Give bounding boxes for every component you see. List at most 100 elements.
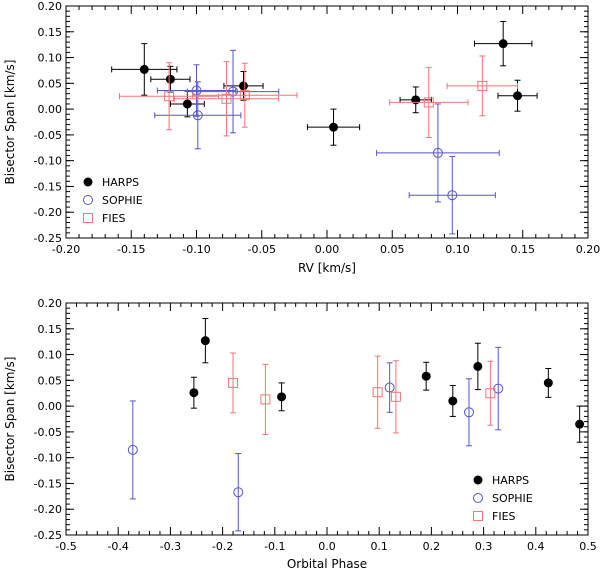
data-point-harps (513, 91, 523, 101)
x-tick-label: 0.00 (315, 243, 340, 256)
legend-label-fies: FIES (492, 510, 516, 523)
data-point-sophie (432, 147, 443, 158)
y-tick-label: -0.10 (34, 452, 62, 465)
y-tick-label: 0.20 (38, 297, 63, 310)
y-tick-label: -0.20 (34, 503, 62, 516)
data-point-fies (485, 388, 496, 399)
x-tick-label: 0.2 (423, 540, 441, 553)
legend: HARPS SOPHIE FIES (473, 474, 533, 523)
data-point-harps (189, 388, 199, 398)
x-tick-label: -0.20 (52, 243, 80, 256)
x-tick-label: 0.05 (380, 243, 405, 256)
plot-frame (65, 5, 589, 239)
x-axis-label: Orbital Phase (287, 557, 367, 571)
series-sophie (127, 346, 504, 532)
data-point-sophie (384, 382, 395, 393)
y-tick-label: -0.20 (34, 206, 62, 219)
y-tick-label: -0.15 (34, 180, 62, 193)
data-point-fies (390, 391, 401, 402)
legend-label-harps: HARPS (492, 474, 529, 487)
data-point-harps (182, 99, 192, 109)
panel-2: -0.5 -0.4 -0.3 -0.2 -0.1 0.0 0.1 0.2 0.3 0.4 0.5 0.… (3, 297, 597, 571)
series-fies (119, 55, 519, 138)
data-point-fies (477, 80, 488, 91)
data-point-harps (277, 392, 287, 402)
legend-marker-fies (83, 213, 93, 223)
y-tick-label: 0.00 (38, 103, 63, 116)
series-harps (111, 20, 538, 146)
data-point-sophie (127, 444, 138, 455)
x-tick-label: -0.05 (248, 243, 276, 256)
legend-label-sophie: SOPHIE (492, 492, 533, 505)
y-tick-label: 0.15 (38, 323, 63, 336)
legend-label-harps: HARPS (102, 176, 139, 189)
x-tick-label: 0.5 (579, 540, 597, 553)
data-point-harps (421, 371, 431, 381)
y-tick-label: 0.05 (38, 374, 63, 387)
data-point-fies (372, 387, 383, 398)
legend-marker-harps (473, 475, 483, 485)
data-point-sophie (192, 110, 203, 121)
legend: HARPS SOPHIE FIES (83, 176, 143, 225)
data-point-sophie (228, 86, 239, 97)
data-point-harps (473, 361, 483, 371)
data-point-fies (164, 91, 175, 102)
y-axis-label: Bisector Span [km/s] (3, 357, 17, 482)
data-point-harps (139, 64, 149, 74)
x-tick-label: 0.1 (370, 540, 388, 553)
series-fies (228, 352, 496, 435)
legend-marker-harps (83, 177, 93, 187)
data-point-sophie (233, 487, 244, 498)
x-axis-label: RV [km/s] (298, 261, 356, 275)
x-tick-label: -0.3 (160, 540, 181, 553)
y-tick-label: -0.05 (34, 129, 62, 142)
x-tick-label: 0.0 (318, 540, 336, 553)
data-point-harps (543, 378, 553, 388)
data-point-harps (411, 95, 421, 105)
legend-label-sophie: SOPHIE (102, 194, 143, 207)
y-tick-label: 0.05 (38, 77, 63, 90)
series-sophie (154, 49, 500, 235)
legend-marker-sophie (473, 493, 483, 503)
data-point-harps (238, 81, 248, 91)
x-tick-label: 0.3 (475, 540, 493, 553)
series-harps (189, 317, 585, 443)
data-point-harps (329, 122, 339, 132)
x-tick-label: 0.15 (511, 243, 536, 256)
data-point-harps (165, 74, 175, 84)
y-tick-label: 0.20 (38, 0, 63, 13)
y-tick-label: 0.00 (38, 400, 63, 413)
data-point-sophie (463, 407, 474, 418)
y-tick-label: 0.10 (38, 52, 63, 65)
data-point-fies (228, 377, 239, 388)
x-tick-label: 0.20 (576, 243, 600, 256)
data-point-fies (221, 93, 232, 104)
x-tick-label: 0.4 (527, 540, 545, 553)
legend-label-fies: FIES (102, 212, 126, 225)
x-tick-label: -0.15 (117, 243, 145, 256)
y-tick-label: 0.10 (38, 349, 63, 362)
data-point-sophie (447, 190, 458, 201)
legend-marker-fies (473, 511, 483, 521)
data-point-fies (423, 97, 434, 108)
data-point-harps (498, 39, 508, 49)
x-tick-label: -0.4 (107, 540, 128, 553)
data-point-harps (575, 419, 585, 429)
x-tick-label: -0.2 (212, 540, 233, 553)
y-tick-label: 0.15 (38, 26, 63, 39)
x-tick-label: -0.5 (55, 540, 76, 553)
y-tick-label: -0.10 (34, 155, 62, 168)
y-tick-label: -0.05 (34, 426, 62, 439)
data-point-harps (448, 396, 458, 406)
data-point-fies (260, 394, 271, 405)
y-tick-label: -0.25 (34, 529, 62, 542)
y-tick-label: -0.15 (34, 477, 62, 490)
legend-marker-sophie (83, 195, 93, 205)
data-point-harps (200, 336, 210, 346)
x-tick-label: -0.1 (264, 540, 285, 553)
x-tick-label: -0.10 (182, 243, 210, 256)
y-axis-label: Bisector Span [km/s] (3, 60, 17, 185)
x-tick-label: 0.10 (445, 243, 470, 256)
data-point-fies (239, 90, 250, 101)
